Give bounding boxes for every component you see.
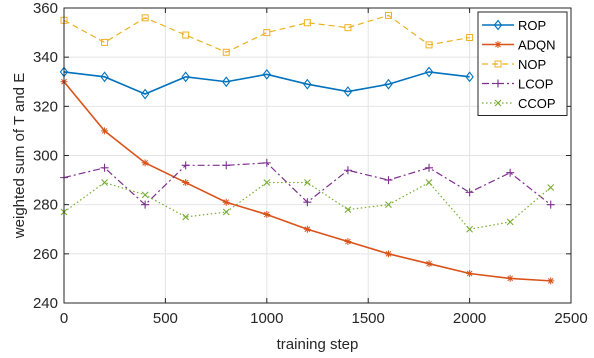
y-tick-label: 340 [33, 49, 58, 66]
x-tick-label: 500 [153, 310, 178, 327]
data-point-nop [466, 34, 474, 41]
data-point-adqn [222, 198, 230, 206]
data-point-rop [262, 68, 271, 80]
data-point-nop [222, 48, 230, 56]
data-point-ccop [303, 179, 311, 186]
data-point-nop [344, 24, 352, 32]
series-rop [59, 66, 474, 100]
legend[interactable]: ROP ADQN NOP LCOP CCOP [477, 11, 568, 116]
data-point-ccop [344, 206, 352, 213]
data-point-adqn [101, 127, 109, 135]
data-point-lcop [506, 168, 515, 177]
legend-marker-nop [494, 60, 502, 68]
tick-labels: 0 500 1000 1500 2000 2500 240 260 280 300 320 340 36… [33, 0, 588, 327]
series-group [59, 11, 555, 285]
data-point-ccop [263, 179, 271, 186]
series-line-rop [63, 71, 470, 95]
data-point-ccop [547, 184, 555, 191]
legend-label-adqn: ADQN [518, 38, 556, 53]
legend-label-ccop: CCOP [518, 96, 556, 111]
data-point-ccop [506, 218, 514, 226]
data-point-adqn [182, 179, 190, 187]
data-point-nop [384, 11, 392, 19]
series-adqn [60, 78, 555, 285]
y-axis-title: weighted sum of T and E [11, 73, 28, 239]
data-point-adqn [547, 277, 555, 285]
legend-marker-adqn [494, 41, 502, 48]
legend-label-lcop: LCOP [518, 77, 553, 92]
data-point-rop [140, 88, 150, 100]
x-tick-label: 2000 [453, 310, 486, 327]
legend-marker-ccop [494, 99, 502, 107]
data-point-ccop [182, 213, 190, 221]
x-tick-label: 0 [60, 310, 68, 327]
y-tick-label: 260 [33, 246, 58, 263]
data-point-rop [384, 78, 393, 90]
data-point-lcop [384, 176, 393, 185]
data-point-rop [100, 71, 109, 83]
x-tick-label: 1000 [250, 310, 283, 327]
y-tick-label: 320 [33, 98, 58, 115]
data-point-nop [263, 29, 271, 37]
series-nop [60, 11, 474, 56]
data-point-lcop [343, 166, 352, 175]
data-point-adqn [384, 250, 392, 258]
data-point-nop [101, 38, 109, 46]
legend-item-rop[interactable]: ROP [482, 18, 546, 33]
data-point-ccop [101, 179, 108, 186]
data-point-ccop [385, 201, 392, 209]
data-point-nop [303, 19, 311, 27]
y-tick-label: 280 [33, 197, 58, 214]
legend-item-lcop[interactable]: LCOP [482, 77, 553, 92]
data-point-adqn [466, 270, 474, 277]
legend-label-rop: ROP [518, 18, 546, 33]
data-point-ccop [141, 191, 149, 199]
data-point-adqn [263, 211, 271, 218]
y-tick-label: 240 [33, 295, 58, 312]
x-tick-label: 2500 [554, 310, 587, 327]
data-point-lcop [425, 163, 434, 172]
legend-marker-rop [493, 19, 503, 31]
y-tick-label: 300 [33, 148, 58, 165]
series-ccop [60, 179, 555, 233]
x-axis-title: training step [277, 336, 359, 353]
data-point-adqn [425, 260, 433, 268]
data-point-nop [182, 31, 190, 39]
series-lcop [60, 158, 555, 209]
data-point-lcop [262, 158, 271, 167]
data-point-lcop [546, 200, 555, 209]
data-point-lcop [222, 161, 231, 170]
data-point-rop [181, 71, 190, 83]
legend-item-adqn[interactable]: ADQN [482, 38, 556, 53]
data-point-lcop [181, 161, 190, 170]
data-point-adqn [344, 238, 352, 246]
data-point-ccop [222, 208, 230, 216]
data-point-lcop [303, 198, 312, 207]
legend-item-nop[interactable]: NOP [482, 57, 546, 72]
legend-label-nop: NOP [518, 57, 546, 72]
y-tick-label: 360 [33, 0, 58, 17]
data-point-adqn [506, 274, 514, 282]
data-point-rop [222, 76, 231, 88]
data-point-adqn [303, 225, 311, 233]
data-point-nop [425, 41, 433, 49]
data-point-rop [343, 86, 353, 97]
data-point-rop [424, 66, 434, 78]
data-point-rop [303, 78, 312, 90]
data-point-ccop [466, 225, 473, 233]
x-tick-label: 1500 [352, 310, 385, 327]
data-point-adqn [141, 159, 149, 167]
legend-marker-lcop [494, 79, 502, 88]
data-point-lcop [100, 163, 109, 172]
data-point-nop [141, 14, 149, 22]
data-point-ccop [425, 179, 433, 186]
data-point-lcop [141, 200, 150, 209]
data-point-rop [465, 71, 474, 83]
data-point-lcop [465, 188, 474, 197]
legend-item-ccop[interactable]: CCOP [482, 96, 556, 111]
